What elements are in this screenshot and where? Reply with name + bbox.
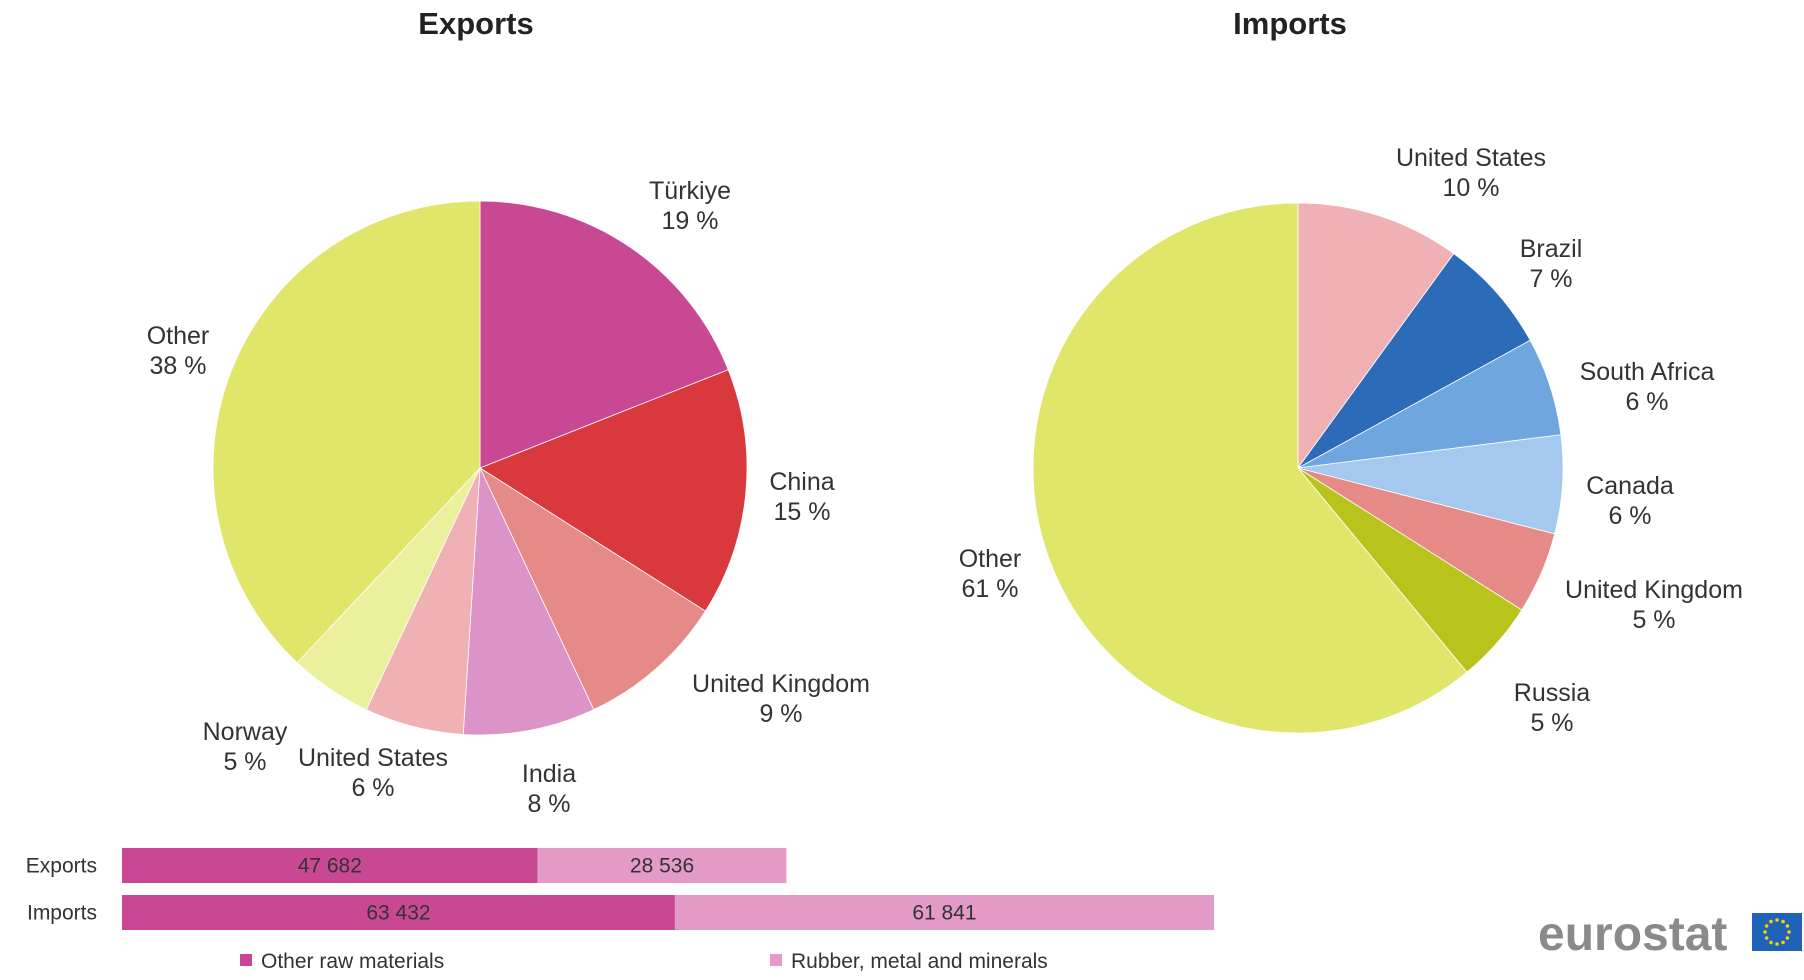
bar-exports-rubber-metal-and-minerals: [537, 848, 787, 883]
eu-flag-star: [1769, 940, 1773, 945]
exports-slice-united-kingdom: [479, 466, 706, 711]
bar-imports-rubber-metal-and-minerals: [674, 895, 1214, 930]
bar-value-label-imports-other-raw-materials: 63 432: [366, 902, 430, 925]
eu-flag-star: [1775, 942, 1779, 946]
eu-flag-star: [1764, 924, 1769, 928]
bar-value-label-exports-rubber-metal-and-minerals: 28 536: [630, 855, 694, 878]
exports-slice-t-rkiye: [479, 200, 729, 469]
exports-slice-label-united-kingdom: United Kingdom 9 %: [692, 670, 870, 728]
exports-pie-title: Exports: [418, 6, 533, 41]
legend-label-other-raw-materials: Other raw materials: [261, 950, 444, 973]
exports-slice-india: [462, 467, 595, 736]
exports-slice-china: [479, 369, 748, 612]
eu-flag-star: [1785, 924, 1790, 928]
bar-exports-other-raw-materials: [122, 848, 538, 883]
imports-slice-label-brazil: Brazil 7 %: [1520, 235, 1583, 293]
exports-slice-label-united-states: United States 6 %: [298, 744, 448, 802]
imports-slice-label-other: Other 61 %: [959, 545, 1022, 603]
eu-flag-star: [1787, 930, 1791, 934]
imports-slice-united-states: [1297, 202, 1455, 470]
exports-slice-label-china: China 15 %: [769, 468, 834, 526]
exports-pie: Exports Türkiye 19 % China 15 % United Kingdo…: [147, 6, 870, 818]
eu-flag-star: [1763, 930, 1767, 934]
bar-legend: Other raw materials Rubber, metal and min…: [240, 950, 1048, 973]
imports-pie: Imports United States 10 % Brazil 7 % South A…: [959, 6, 1743, 737]
eurostat-wordmark: eurostat: [1538, 908, 1727, 961]
imports-pie-title: Imports: [1233, 6, 1347, 41]
imports-slice-label-canada: Canada 6 %: [1586, 472, 1674, 530]
eu-flag-star: [1785, 936, 1790, 940]
imports-slice-label-united-states: United States 10 %: [1396, 144, 1546, 202]
exports-slice-label-other: Other 38 %: [147, 322, 210, 380]
legend-label-rubber-metal-and-minerals: Rubber, metal and minerals: [791, 950, 1048, 973]
pie-charts: Exports Türkiye 19 % China 15 % United Kingdo…: [147, 6, 1743, 818]
exports-slice-label-norway: Norway 5 %: [203, 718, 288, 776]
bar-value-label-imports-rubber-metal-and-minerals: 61 841: [912, 902, 976, 925]
imports-slice-label-united-kingdom: United Kingdom 5 %: [1565, 576, 1743, 634]
imports-slice-brazil: [1297, 253, 1531, 469]
eu-flag-star: [1764, 936, 1769, 940]
eurostat-logo: eurostat: [1538, 908, 1802, 961]
legend-swatch-rubber-metal-and-minerals: [770, 954, 782, 966]
legend-swatch-other-raw-materials: [240, 954, 252, 966]
imports-slice-label-south-africa: South Africa 6 %: [1580, 358, 1715, 416]
bar-row-label-exports: Exports: [26, 855, 97, 878]
stacked-bar-chart: Exports 47 682 28 536 Imports 63 432 61 841: [26, 848, 1214, 930]
exports-slice-label-india: India 8 %: [522, 760, 576, 818]
eu-flag-icon: [1752, 913, 1802, 951]
eu-flag-star: [1781, 940, 1785, 945]
exports-slice-other: [212, 200, 481, 664]
bar-imports-other-raw-materials: [122, 895, 675, 930]
eu-flag-star: [1769, 919, 1773, 924]
exports-slice-label-t-rkiye: Türkiye 19 %: [649, 177, 731, 235]
imports-slice-other: [1032, 202, 1468, 734]
bar-value-label-exports-other-raw-materials: 47 682: [298, 855, 362, 878]
imports-slice-label-russia: Russia 5 %: [1514, 679, 1591, 737]
eu-flag-star: [1775, 918, 1779, 922]
bar-row-label-imports: Imports: [27, 902, 97, 925]
eu-flag-star: [1781, 919, 1785, 924]
